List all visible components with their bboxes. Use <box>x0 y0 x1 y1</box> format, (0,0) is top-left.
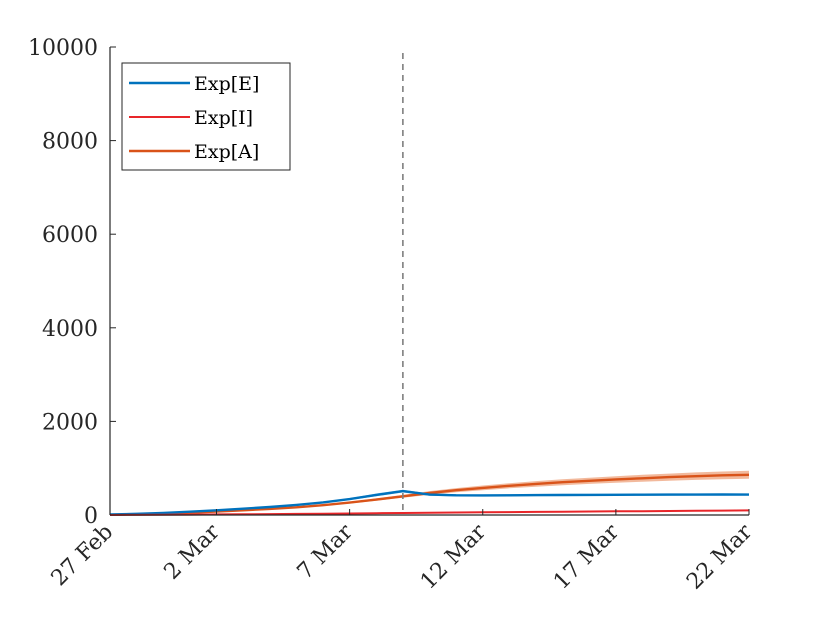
y-tick-label: 4000 <box>42 317 98 342</box>
x-tick-label: 2 Mar <box>160 519 226 585</box>
x-tick-label: 7 Mar <box>293 519 359 585</box>
y-tick-label: 6000 <box>42 223 98 248</box>
x-tick-label: 12 Mar <box>416 519 491 594</box>
legend-label-A: Exp[A] <box>194 141 259 163</box>
x-tick-label: 22 Mar <box>682 519 757 594</box>
x-tick-label: 17 Mar <box>549 519 624 594</box>
x-axis-ticks: 27 Feb 2 Mar 7 Mar 12 Mar 17 Mar 22 Mar <box>47 509 758 595</box>
y-tick-label: 8000 <box>42 130 98 155</box>
plot-area <box>109 470 750 516</box>
x-tick-label: 27 Feb <box>47 520 119 592</box>
legend-label-I: Exp[I] <box>194 107 253 129</box>
legend-label-E: Exp[E] <box>194 73 259 95</box>
y-axis-ticks: 0 2000 4000 6000 8000 10000 <box>28 36 116 529</box>
y-tick-label: 10000 <box>28 36 98 61</box>
legend: Exp[E] Exp[I] Exp[A] <box>121 62 291 171</box>
y-tick-label: 0 <box>84 504 98 529</box>
y-tick-label: 2000 <box>42 410 98 435</box>
